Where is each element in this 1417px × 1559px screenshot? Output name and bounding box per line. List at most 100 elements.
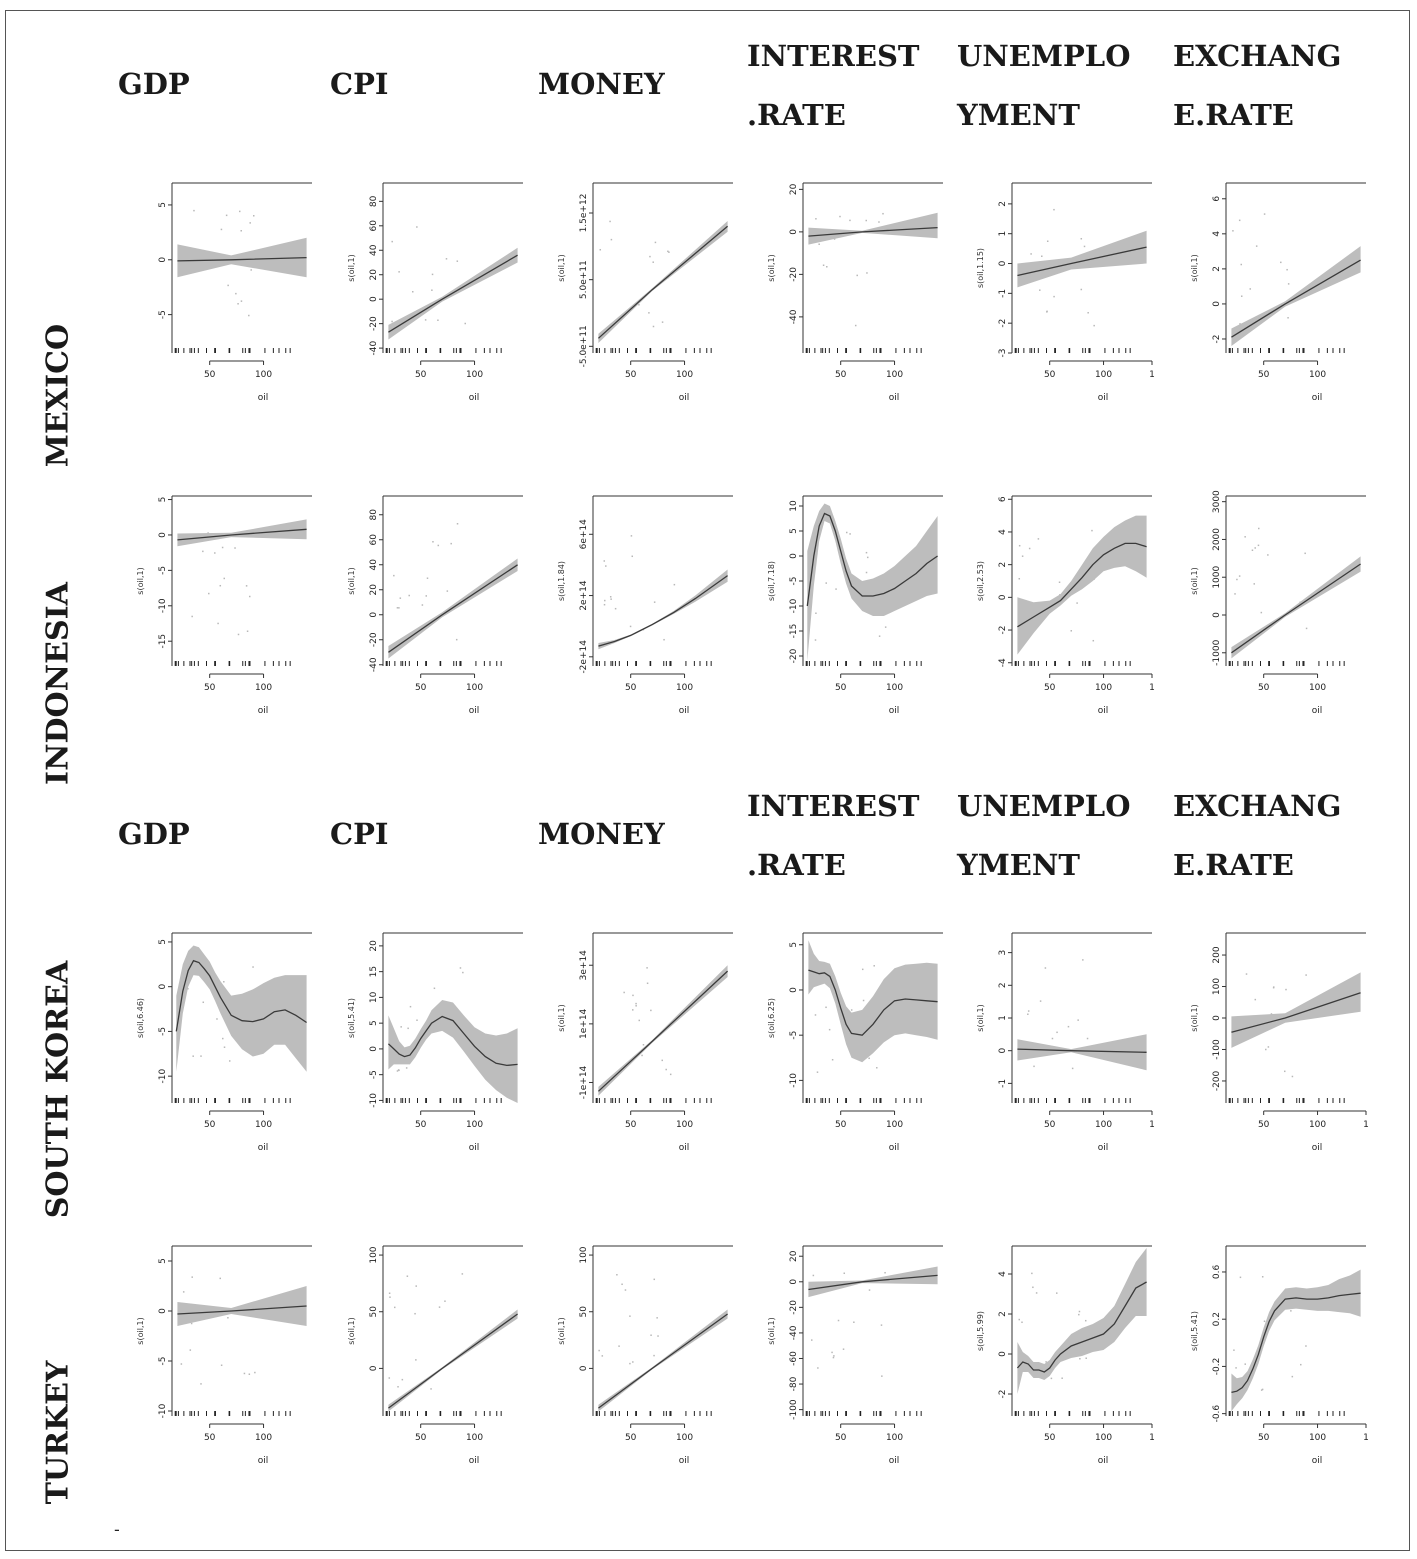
panel-south-korea-money: -1e+14 1e+14 3e+14 50 100 oil s(oil,1): [547, 907, 752, 1153]
data-point: [405, 1067, 408, 1069]
data-point: [638, 304, 640, 306]
plot-area-mexico-unemployment: -3 -2 -1 0 1 2 50 100 1 oil s(oil,1.15): [976, 182, 1155, 403]
confidence-band: [1231, 246, 1361, 346]
data-point: [219, 584, 222, 587]
data-point: [876, 1067, 878, 1069]
data-point: [456, 260, 459, 262]
row-label-south-korea: SOUTH KOREA: [40, 960, 76, 1219]
data-point: [1286, 268, 1288, 271]
data-point: [189, 1349, 192, 1351]
y-tick-label: -0.2: [1212, 1358, 1222, 1376]
fitted-line: [1016, 1281, 1147, 1373]
x-tick-label: 50: [204, 683, 216, 693]
data-point: [1044, 967, 1047, 969]
data-point: [220, 1364, 223, 1367]
x-tick-label: 50: [1044, 1120, 1056, 1130]
panel-indonesia-interest-rate: -20 -15 -10 -5 0 5 10 50 100 oil s(oil,7.18): [757, 470, 962, 716]
x-tick-label: 100: [466, 1120, 483, 1130]
x-axis-label: oil: [1098, 393, 1109, 403]
data-point: [397, 1386, 399, 1388]
fitted-line: [1017, 246, 1147, 277]
y-tick-label: 0: [158, 984, 168, 990]
data-point: [1076, 602, 1078, 604]
data-point: [1067, 1025, 1070, 1028]
data-point: [866, 272, 868, 274]
data-point: [1267, 1046, 1270, 1048]
y-tick-label: 4: [998, 1271, 1008, 1277]
data-point: [437, 319, 439, 321]
data-point: [219, 1277, 221, 1280]
data-point: [1061, 1377, 1063, 1379]
y-tick-label: 2000: [1212, 528, 1222, 551]
y-tick-label: 0: [1212, 1015, 1222, 1021]
data-point: [1284, 1070, 1286, 1073]
data-point: [1080, 288, 1083, 291]
data-point: [665, 1068, 667, 1071]
data-point: [430, 1388, 432, 1390]
data-point: [648, 312, 650, 314]
data-point: [444, 1300, 446, 1302]
data-point: [815, 218, 817, 220]
data-point: [234, 547, 236, 549]
fitted-line: [175, 959, 307, 1032]
y-tick-label: 5: [158, 1258, 168, 1264]
data-point: [663, 638, 665, 641]
x-tick-label: 100: [255, 683, 272, 693]
data-point: [601, 1355, 604, 1357]
fitted-line: [806, 512, 938, 607]
y-tick-label: 0: [369, 296, 379, 302]
x-axis-label: oil: [1098, 706, 1109, 716]
data-point: [432, 541, 434, 543]
data-point: [1249, 288, 1252, 290]
confidence-band: [388, 1000, 518, 1103]
data-point: [1046, 310, 1048, 313]
data-point: [884, 1271, 886, 1274]
data-point: [1270, 1013, 1273, 1015]
data-point: [398, 271, 400, 273]
data-point: [618, 1345, 620, 1347]
y-tick-label: 0: [369, 612, 379, 618]
y-tick-label: 0.6: [1212, 1265, 1222, 1280]
y-tick-label: 50: [579, 1306, 589, 1318]
data-point: [243, 1372, 246, 1375]
y-tick-label: 0: [998, 594, 1008, 600]
data-point: [650, 1009, 652, 1012]
y-tick-label: 1e+14: [579, 1008, 589, 1039]
confidence-band: [1231, 1269, 1361, 1412]
data-point: [1041, 255, 1043, 258]
y-tick-label: -20: [789, 1300, 799, 1315]
panel-south-korea-gdp: -10 -5 0 5 50 100 oil s(oil,6.46): [126, 907, 331, 1153]
chart-south-korea-money: -1e+14 1e+14 3e+14 50 100 oil s(oil,1): [557, 932, 733, 1153]
chart-south-korea-unemployment: -1 0 1 2 3 50 100 1 oil s(oil,1): [976, 932, 1155, 1153]
data-point: [605, 565, 607, 567]
data-point: [635, 1005, 637, 1007]
x-tick-label: 50: [625, 1433, 637, 1443]
y-tick-label: 1.5e+12: [579, 194, 589, 233]
y-tick-label: -10: [369, 1093, 379, 1108]
x-tick-label: 100: [466, 370, 483, 380]
data-point: [415, 1285, 417, 1287]
data-point: [673, 583, 676, 586]
y-tick-label: 20: [789, 183, 799, 195]
data-point: [604, 599, 606, 602]
data-point: [1021, 1321, 1023, 1324]
y-tick-label: 4: [998, 529, 1008, 535]
data-point: [642, 1044, 645, 1046]
data-point: [1070, 630, 1073, 632]
y-tick-label: 0: [158, 532, 168, 538]
data-point: [202, 550, 204, 553]
data-point: [861, 968, 864, 971]
data-point: [238, 210, 241, 213]
data-point: [223, 577, 226, 580]
data-point: [191, 615, 193, 618]
y-tick-label: -0.6: [1212, 1405, 1222, 1423]
x-axis-label: oil: [1312, 1143, 1323, 1153]
column-header-gdp-line1-bottom: GDP: [118, 817, 190, 851]
data-point: [881, 1375, 883, 1377]
data-point: [610, 238, 613, 241]
data-point: [1056, 1292, 1058, 1294]
data-point: [667, 250, 669, 253]
column-header-money-line1-bottom: MONEY: [538, 817, 665, 851]
data-point: [216, 1018, 218, 1020]
